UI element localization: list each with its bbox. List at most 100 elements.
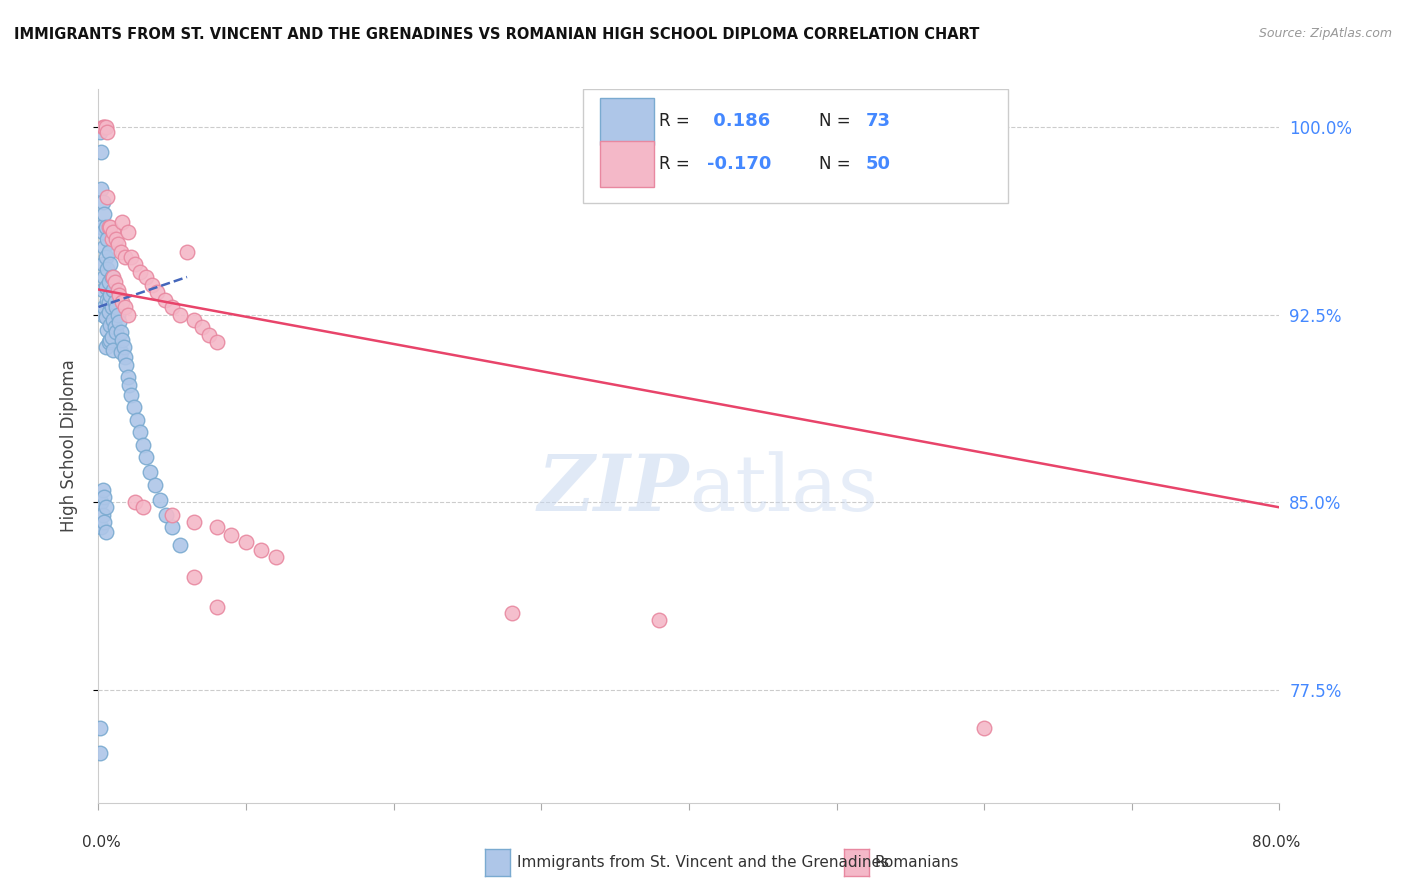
Point	[90, 520, 112, 534]
Text: R =: R =	[659, 112, 696, 130]
Point	[89, 125, 111, 139]
Point	[162, 300, 183, 314]
Point	[205, 520, 228, 534]
Point	[97, 219, 120, 234]
Point	[124, 257, 146, 271]
Point	[128, 265, 150, 279]
Point	[155, 508, 177, 522]
Point	[97, 305, 120, 319]
Point	[205, 600, 228, 615]
Point	[183, 570, 205, 584]
Point	[125, 413, 148, 427]
FancyBboxPatch shape	[600, 98, 654, 145]
Text: IMMIGRANTS FROM ST. VINCENT AND THE GRENADINES VS ROMANIAN HIGH SCHOOL DIPLOMA C: IMMIGRANTS FROM ST. VINCENT AND THE GREN…	[14, 27, 980, 42]
Point	[96, 125, 118, 139]
Point	[162, 520, 183, 534]
Text: Immigrants from St. Vincent and the Grenadines: Immigrants from St. Vincent and the Gren…	[517, 855, 890, 870]
Point	[169, 308, 191, 322]
Text: Source: ZipAtlas.com: Source: ZipAtlas.com	[1258, 27, 1392, 40]
Point	[110, 244, 132, 259]
Point	[94, 310, 117, 324]
Point	[176, 244, 198, 259]
Point	[648, 613, 671, 627]
Point	[103, 343, 125, 357]
Point	[98, 257, 121, 271]
Point	[107, 237, 129, 252]
Point	[91, 508, 114, 522]
Point	[91, 257, 114, 271]
Point	[94, 250, 117, 264]
Point	[143, 478, 166, 492]
Text: -0.170: -0.170	[707, 155, 770, 173]
Point	[103, 283, 125, 297]
Point	[128, 425, 150, 440]
Point	[973, 721, 995, 735]
Point	[93, 516, 115, 530]
Point	[91, 483, 114, 497]
Point	[96, 322, 118, 336]
Point	[110, 325, 132, 339]
Point	[96, 262, 118, 277]
Point	[91, 283, 114, 297]
Text: N =: N =	[818, 155, 856, 173]
Point	[96, 293, 118, 307]
Text: R =: R =	[659, 155, 696, 173]
Point	[111, 333, 134, 347]
Point	[89, 746, 111, 760]
Point	[114, 300, 136, 314]
Point	[191, 320, 214, 334]
Point	[93, 270, 115, 285]
Point	[94, 525, 117, 540]
Point	[94, 219, 117, 234]
Point	[112, 340, 135, 354]
Point	[93, 491, 115, 505]
Point	[90, 145, 112, 159]
Text: 0.186: 0.186	[707, 112, 770, 130]
Point	[93, 207, 115, 221]
Point	[91, 225, 114, 239]
Point	[93, 300, 115, 314]
Point	[103, 312, 125, 326]
Point	[114, 250, 136, 264]
FancyBboxPatch shape	[582, 89, 1008, 203]
Point	[98, 333, 121, 347]
Point	[135, 450, 157, 465]
Y-axis label: High School Diploma: High School Diploma	[59, 359, 77, 533]
Point	[93, 120, 115, 134]
Point	[120, 387, 142, 401]
Point	[107, 308, 129, 322]
Point	[91, 194, 114, 209]
Point	[120, 250, 142, 264]
Point	[117, 308, 139, 322]
Point	[90, 219, 112, 234]
Point	[141, 277, 163, 292]
Point	[100, 232, 122, 246]
Point	[104, 275, 127, 289]
Text: 0.0%: 0.0%	[82, 836, 121, 850]
Point	[96, 190, 118, 204]
Point	[91, 308, 114, 322]
Text: Romanians: Romanians	[875, 855, 959, 870]
Point	[219, 528, 242, 542]
Point	[94, 120, 117, 134]
Point	[264, 550, 287, 565]
Point	[183, 516, 205, 530]
Point	[122, 400, 145, 414]
Point	[104, 320, 127, 334]
Point	[118, 377, 141, 392]
Point	[90, 495, 112, 509]
Text: 80.0%: 80.0%	[1253, 836, 1301, 850]
Point	[90, 182, 112, 196]
Point	[501, 606, 523, 620]
FancyBboxPatch shape	[600, 141, 654, 187]
Point	[98, 219, 121, 234]
Point	[103, 225, 125, 239]
Point	[100, 330, 122, 344]
Point	[139, 465, 162, 479]
Point	[149, 492, 172, 507]
Point	[94, 340, 117, 354]
Point	[117, 370, 139, 384]
Text: ZIP: ZIP	[537, 450, 689, 527]
Point	[135, 270, 157, 285]
Point	[132, 438, 155, 452]
